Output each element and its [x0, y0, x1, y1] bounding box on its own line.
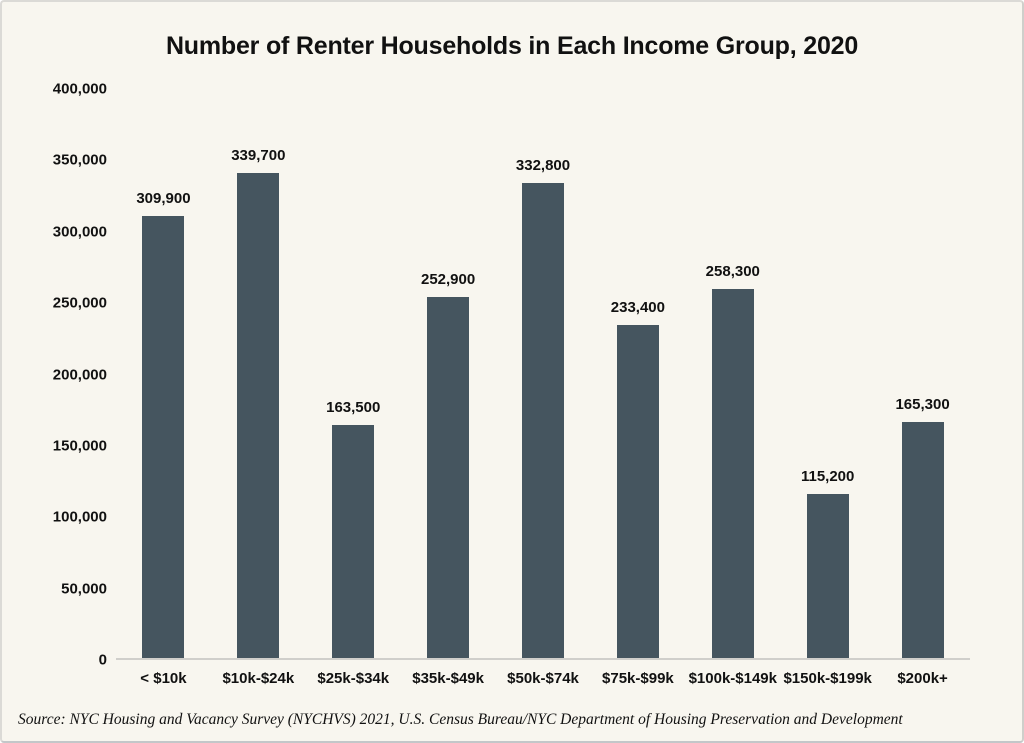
bar-$75k-$99k [616, 324, 659, 658]
bar-slot: 309,900 [116, 89, 211, 658]
bar-$100k-$149k [711, 289, 754, 658]
x-axis: < $10k $10k-$24k $25k-$34k $35k-$49k $50k-$7… [116, 670, 970, 687]
y-axis: 400,000 350,000 300,000 250,000 200,000 150,0… [2, 2, 107, 741]
bar-value-label: 115,200 [800, 467, 855, 485]
y-tick-label: 100,000 [52, 508, 107, 526]
bar-slot: 115,200 [780, 89, 875, 658]
x-category-label: $200k+ [897, 670, 948, 687]
plot-area: 309,900 339,700 163,500 252,900 332,800 233,4… [116, 89, 970, 660]
x-category-label: $75k-$99k [602, 670, 674, 687]
bar-slot: 332,800 [496, 89, 591, 658]
bar-$150k-$199k [806, 493, 849, 658]
y-tick-label: 0 [98, 651, 107, 669]
bar-slot: 163,500 [306, 89, 401, 658]
bar-value-label: 339,700 [231, 147, 286, 165]
bar-slot: 233,400 [590, 89, 685, 658]
bar-$200k+ [901, 422, 944, 658]
y-tick-label: 300,000 [52, 223, 107, 241]
bar-value-label: 165,300 [895, 396, 950, 414]
bar-slot: 339,700 [211, 89, 306, 658]
y-tick-label: 150,000 [52, 437, 107, 455]
source-note: Source: NYC Housing and Vacancy Survey (… [18, 711, 903, 728]
bar-$50k-$74k [522, 182, 564, 658]
y-tick-label: 400,000 [52, 80, 107, 98]
y-tick-label: 250,000 [52, 294, 107, 312]
y-tick-label: 350,000 [52, 151, 107, 169]
x-category-label: $10k-$24k [222, 670, 295, 687]
bar-$35k-$49k [427, 297, 470, 658]
bar-$10k-$24k [237, 173, 280, 658]
x-category-label: $25k-$34k [317, 670, 390, 687]
x-category-label: $150k-$199k [783, 670, 872, 687]
bar-< $10k [142, 215, 185, 658]
bar-value-label: 233,400 [610, 298, 666, 316]
x-category-label: < $10k [140, 670, 187, 687]
bar-value-label: 332,800 [515, 156, 571, 174]
bar-slot: 258,300 [685, 89, 780, 658]
bar-value-label: 309,900 [136, 189, 191, 207]
x-category-label: $35k-$49k [412, 670, 484, 687]
bar-value-label: 258,300 [705, 263, 760, 281]
chart-title: Number of Renter Households in Each Inco… [165, 32, 859, 60]
bar-slot: 165,300 [875, 89, 970, 658]
bar-slot: 252,900 [401, 89, 496, 658]
bar-value-label: 252,900 [420, 271, 476, 288]
bar-$25k-$34k [332, 424, 375, 658]
bar-value-label: 163,500 [326, 398, 381, 416]
y-tick-label: 50,000 [61, 580, 107, 598]
y-tick-label: 200,000 [52, 366, 107, 383]
x-category-label: $50k-$74k [507, 670, 579, 687]
x-category-label: $100k-$149k [688, 670, 777, 687]
